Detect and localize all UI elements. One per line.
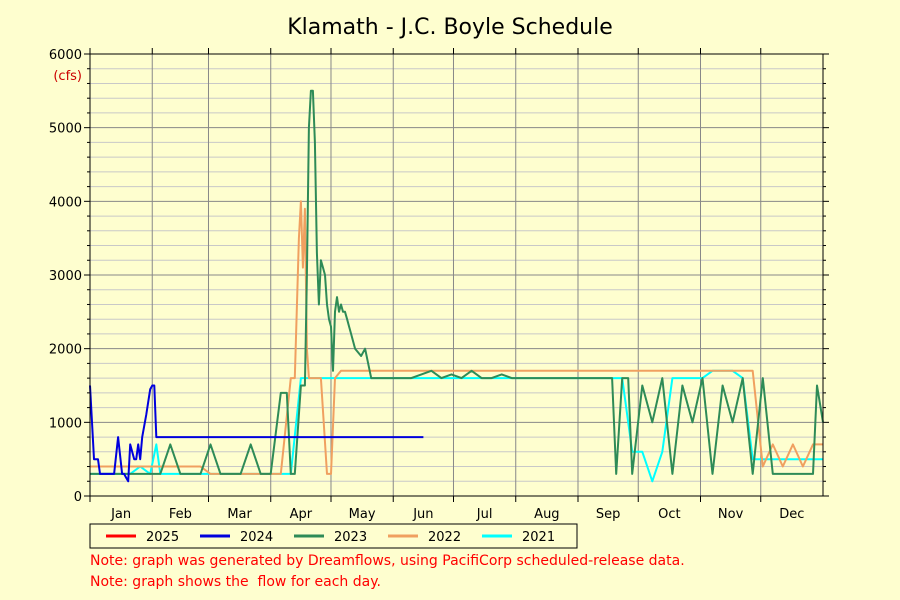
x-tick-label: Sep <box>596 507 621 522</box>
legend: 2025 2024 2023 2022 2021 <box>89 523 578 549</box>
note-flow: Note: graph shows the flow for each day. <box>90 574 381 590</box>
y-tick-label: 5000 <box>49 122 82 137</box>
x-tick-label: Oct <box>658 507 680 522</box>
y-tick-label: 0 <box>74 490 82 505</box>
y-tick-label: 4000 <box>49 195 82 210</box>
x-tick-label: May <box>349 507 376 522</box>
legend-label-2021: 2021 <box>522 530 555 545</box>
chart-title: Klamath - J.C. Boyle Schedule <box>287 15 613 40</box>
x-tick-label: Mar <box>227 507 252 522</box>
series-line-2024 <box>89 384 424 483</box>
x-tick-label: Nov <box>718 507 744 522</box>
x-tick-label: Jun <box>412 507 433 522</box>
x-axis-ticks: Jan Feb Mar Apr May Jun Jul Aug Sep Oct Nov Dec <box>89 48 804 522</box>
legend-label-2025: 2025 <box>146 530 179 545</box>
legend-label-2023: 2023 <box>334 530 367 545</box>
y-tick-label: 3000 <box>49 269 82 284</box>
y-axis-unit: (cfs) <box>53 69 82 84</box>
y-tick-label: 1000 <box>49 416 82 431</box>
series-line-2023 <box>90 89 824 475</box>
x-tick-label: Feb <box>169 507 192 522</box>
y-tick-label: 6000 <box>49 48 82 63</box>
note-source: Note: graph was generated by Dreamflows,… <box>90 553 685 569</box>
x-tick-label: Jul <box>476 507 493 522</box>
y-axis-ticks: 0 1000 2000 3000 4000 5000 6000 <box>49 48 829 505</box>
legend-label-2022: 2022 <box>428 530 461 545</box>
x-tick-label: Dec <box>779 507 804 522</box>
series-line-2022 <box>90 200 823 475</box>
y-tick-label: 2000 <box>49 343 82 358</box>
x-tick-label: Aug <box>534 507 559 522</box>
series-lines <box>89 89 824 483</box>
x-tick-label: Apr <box>290 507 313 522</box>
x-tick-label: Jan <box>110 507 131 522</box>
series-line-2021 <box>90 369 823 483</box>
legend-label-2024: 2024 <box>240 530 273 545</box>
grid <box>90 53 823 497</box>
plot-frame <box>89 53 824 497</box>
